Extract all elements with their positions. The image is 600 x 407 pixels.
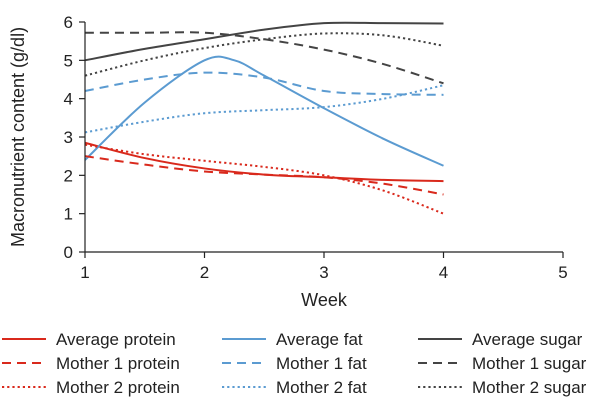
legend-label-mother-1-sugar: Mother 1 sugar xyxy=(472,354,587,373)
series-line-average-fat xyxy=(84,55,444,167)
legend-label-mother-1-fat: Mother 1 fat xyxy=(276,354,367,373)
x-tick-label-2: 2 xyxy=(200,263,209,282)
legend-label-average-protein: Average protein xyxy=(56,330,176,349)
plot-lines xyxy=(84,21,444,215)
legend-label-average-sugar: Average sugar xyxy=(472,330,583,349)
legend-label-mother-1-protein: Mother 1 protein xyxy=(56,354,180,373)
x-tick-label-1: 1 xyxy=(80,263,89,282)
series-line-mother-1-sugar xyxy=(85,31,444,85)
y-tick-label-5: 5 xyxy=(64,51,73,70)
legend-label-mother-2-sugar: Mother 2 sugar xyxy=(472,378,587,397)
legend-label-mother-2-protein: Mother 2 protein xyxy=(56,378,180,397)
legend-label-mother-2-fat: Mother 2 fat xyxy=(276,378,367,397)
y-tick-label-4: 4 xyxy=(64,90,73,109)
axes xyxy=(84,22,563,253)
series-line-average-sugar xyxy=(84,21,444,62)
legend-label-average-fat: Average fat xyxy=(276,330,363,349)
x-axis-title: Week xyxy=(301,290,348,310)
x-tick-label-3: 3 xyxy=(319,263,328,282)
y-tick-label-1: 1 xyxy=(64,205,73,224)
y-tick-label-0: 0 xyxy=(64,243,73,262)
y-tick-label-3: 3 xyxy=(64,128,73,147)
y-tick-label-6: 6 xyxy=(64,13,73,32)
x-tick-label-5: 5 xyxy=(558,263,567,282)
y-tick-label-2: 2 xyxy=(64,166,73,185)
series-line-mother-2-protein xyxy=(84,143,444,215)
series-line-mother-2-sugar xyxy=(84,32,444,77)
series-line-mother-1-protein xyxy=(84,155,444,196)
x-tick-label-4: 4 xyxy=(439,263,448,282)
legend: Average protein Average fat Average sugar M… xyxy=(2,330,587,397)
y-axis-title: Macronutrient content (g/dl) xyxy=(8,27,28,247)
series-line-mother-1-fat xyxy=(84,71,444,96)
